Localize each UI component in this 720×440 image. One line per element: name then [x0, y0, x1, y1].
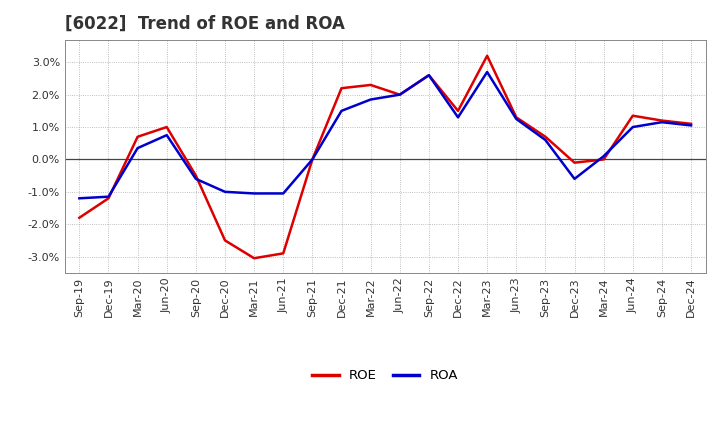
ROA — [629, 125, 637, 130]
ROE — [75, 215, 84, 220]
ROA — [657, 120, 666, 125]
ROE — [657, 118, 666, 123]
ROA — [687, 123, 696, 128]
ROE — [454, 108, 462, 114]
ROE — [192, 173, 200, 178]
ROA — [541, 137, 550, 143]
ROE — [250, 256, 258, 261]
ROE — [395, 92, 404, 97]
ROA — [512, 116, 521, 121]
ROA — [395, 92, 404, 97]
ROA — [570, 176, 579, 182]
ROE — [483, 53, 492, 59]
Line: ROA: ROA — [79, 72, 691, 198]
ROA — [308, 157, 317, 162]
ROE — [308, 157, 317, 162]
ROA — [104, 194, 113, 199]
ROE — [220, 238, 229, 243]
ROA — [220, 189, 229, 194]
ROA — [337, 108, 346, 114]
ROE — [599, 157, 608, 162]
ROA — [366, 97, 375, 102]
ROA — [279, 191, 287, 196]
ROE — [570, 160, 579, 165]
ROE — [163, 125, 171, 130]
ROE — [687, 121, 696, 126]
ROA — [425, 73, 433, 78]
ROA — [192, 176, 200, 182]
ROA — [250, 191, 258, 196]
ROA — [133, 146, 142, 151]
ROE — [337, 85, 346, 91]
Legend: ROE, ROA: ROE, ROA — [307, 364, 464, 388]
ROE — [104, 196, 113, 201]
ROA — [599, 154, 608, 159]
ROE — [425, 73, 433, 78]
ROE — [512, 115, 521, 120]
ROA — [454, 115, 462, 120]
ROA — [163, 132, 171, 138]
ROA — [75, 196, 84, 201]
ROE — [279, 251, 287, 256]
ROE — [366, 82, 375, 88]
ROE — [629, 113, 637, 118]
ROE — [133, 134, 142, 139]
ROE — [541, 134, 550, 139]
Text: [6022]  Trend of ROE and ROA: [6022] Trend of ROE and ROA — [65, 15, 345, 33]
Line: ROE: ROE — [79, 56, 691, 258]
ROA — [483, 70, 492, 75]
